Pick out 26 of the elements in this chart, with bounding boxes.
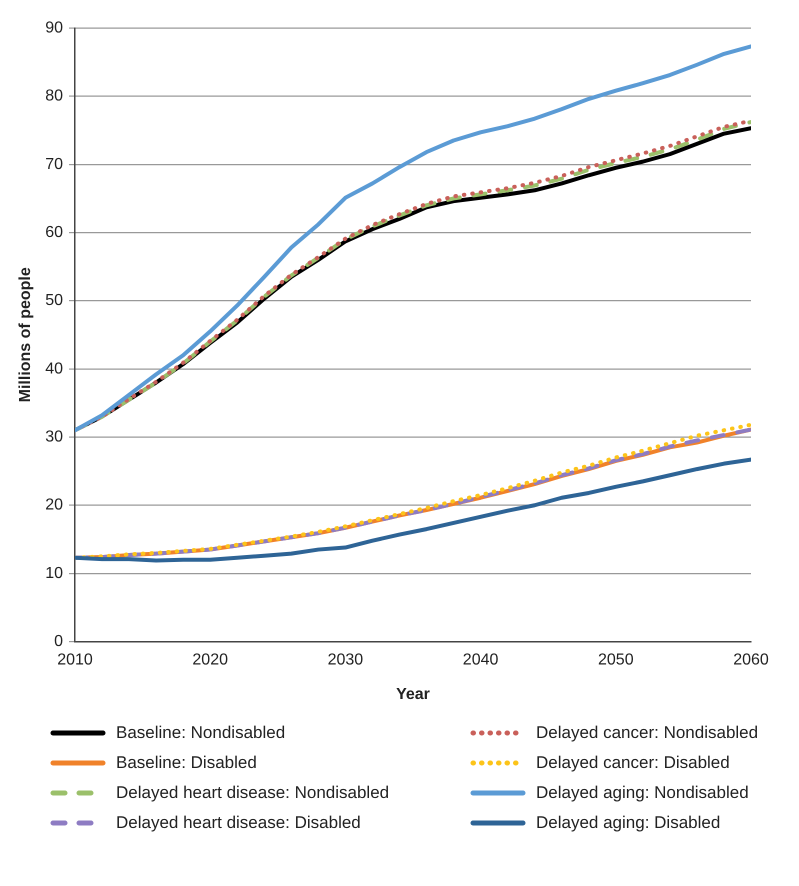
y-tick-label: 90 — [45, 19, 64, 36]
y-axis-title: Millions of people — [17, 267, 34, 402]
x-tick-label: 2060 — [733, 652, 769, 669]
y-tick-label: 20 — [45, 496, 64, 514]
y-tick-label: 50 — [45, 292, 64, 310]
x-tick-label: 2030 — [328, 652, 364, 669]
x-tick-label: 2050 — [598, 652, 634, 669]
legend-label: Baseline: Disabled — [116, 753, 257, 773]
y-tick-label: 0 — [54, 633, 64, 650]
x-axis-title: Year — [396, 686, 430, 703]
legend-label: Delayed heart disease: Nondisabled — [116, 783, 390, 803]
x-tick-label: 2020 — [192, 652, 228, 669]
legend-label: Delayed cancer: Disabled — [536, 753, 730, 773]
x-tick-label: 2040 — [462, 652, 498, 669]
legend-label: Delayed aging: Disabled — [536, 813, 720, 833]
y-tick-label: 80 — [45, 88, 64, 105]
y-tick-label: 40 — [45, 360, 64, 378]
y-tick-label: 60 — [45, 224, 64, 241]
y-tick-label: 30 — [45, 428, 64, 446]
y-tick-label: 70 — [45, 156, 64, 173]
legend-label: Delayed aging: Nondisabled — [536, 783, 749, 803]
legend-label: Delayed heart disease: Disabled — [116, 813, 361, 833]
x-tick-label: 2010 — [57, 652, 93, 669]
legend-label: Delayed cancer: Nondisabled — [536, 723, 758, 743]
y-tick-label: 10 — [45, 564, 64, 582]
legend-label: Baseline: Nondisabled — [116, 723, 286, 743]
